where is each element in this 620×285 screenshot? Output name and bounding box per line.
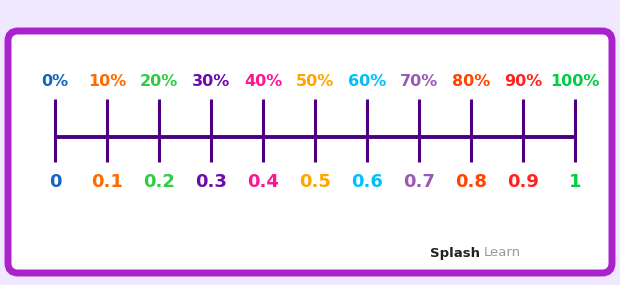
Text: 0.5: 0.5	[299, 173, 331, 191]
Text: 100%: 100%	[551, 74, 600, 89]
Text: 0.9: 0.9	[507, 173, 539, 191]
Text: 80%: 80%	[452, 74, 490, 89]
Text: 0.3: 0.3	[195, 173, 227, 191]
Text: 0%: 0%	[42, 74, 69, 89]
Text: 20%: 20%	[140, 74, 178, 89]
Text: Splash: Splash	[430, 247, 480, 260]
Text: 0: 0	[49, 173, 61, 191]
FancyBboxPatch shape	[8, 31, 612, 273]
Text: 0.6: 0.6	[351, 173, 383, 191]
Text: 0.4: 0.4	[247, 173, 279, 191]
Text: 90%: 90%	[504, 74, 542, 89]
Text: 1: 1	[569, 173, 582, 191]
Text: 50%: 50%	[296, 74, 334, 89]
Text: 10%: 10%	[88, 74, 126, 89]
Text: 40%: 40%	[244, 74, 282, 89]
Text: 30%: 30%	[192, 74, 230, 89]
Text: Learn: Learn	[484, 247, 521, 260]
Text: 70%: 70%	[400, 74, 438, 89]
Text: 60%: 60%	[348, 74, 386, 89]
Text: 0.2: 0.2	[143, 173, 175, 191]
Text: 0.1: 0.1	[91, 173, 123, 191]
Text: 0.8: 0.8	[455, 173, 487, 191]
Text: 0.7: 0.7	[403, 173, 435, 191]
